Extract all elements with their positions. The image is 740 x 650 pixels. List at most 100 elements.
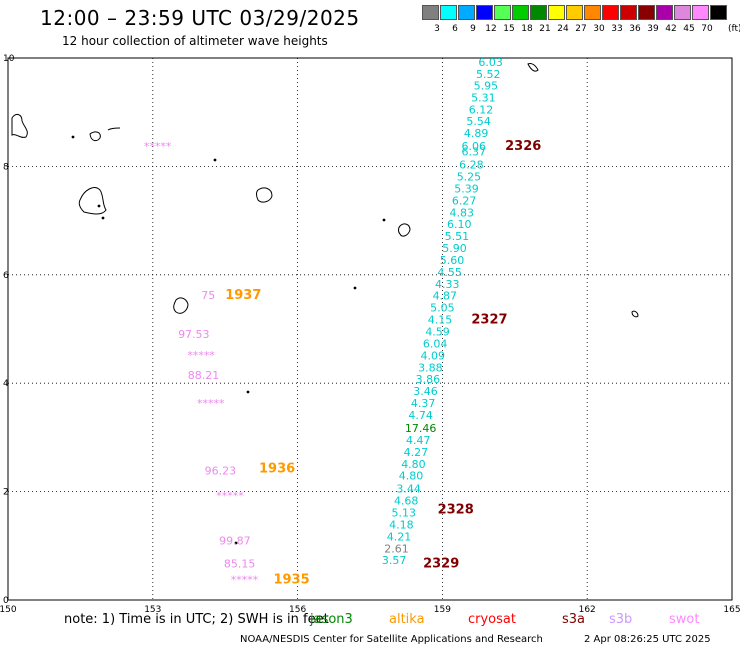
footer-note: note: 1) Time is in UTC; 2) SWH is in fe… bbox=[64, 612, 329, 627]
swot-wave-value: 97.53 bbox=[178, 328, 210, 341]
legend-swatch bbox=[530, 5, 547, 20]
swot-wave-value: ***** bbox=[216, 490, 244, 503]
wave-height-value: 3.57 bbox=[382, 554, 407, 567]
wave-height-value: 6.04 bbox=[423, 337, 448, 350]
islet-dot bbox=[101, 216, 105, 220]
wave-height-value: 6.03 bbox=[478, 56, 503, 69]
legend-swatch bbox=[674, 5, 691, 20]
legend-label: 42 bbox=[665, 24, 677, 34]
pass-number-label: 2328 bbox=[438, 502, 474, 517]
x-tick-label: 156 bbox=[289, 605, 306, 615]
legend-label: 30 bbox=[593, 24, 605, 34]
islet-dot bbox=[213, 158, 217, 162]
satellite-name-swot: swot bbox=[669, 612, 700, 627]
x-tick-label: 153 bbox=[144, 605, 161, 615]
islet-dot bbox=[246, 390, 250, 394]
swot-wave-value: 85.15 bbox=[224, 557, 256, 570]
credit-line: NOAA/NESDIS Center for Satellite Applica… bbox=[240, 634, 543, 645]
swot-wave-value: 75 bbox=[201, 289, 215, 302]
island-outline bbox=[78, 187, 107, 215]
satellite-name-cryosat: cryosat bbox=[468, 612, 516, 627]
island-outline bbox=[398, 223, 411, 237]
wave-height-value: 4.80 bbox=[401, 458, 426, 471]
wave-height-value: 6.12 bbox=[469, 103, 494, 116]
island-outline bbox=[527, 63, 539, 72]
y-tick-label: 4 bbox=[3, 379, 9, 389]
legend-swatch bbox=[620, 5, 637, 20]
wave-height-value: 6.06 bbox=[462, 140, 487, 153]
wave-height-value: 6.10 bbox=[447, 218, 472, 231]
wave-height-value: 5.31 bbox=[471, 91, 496, 104]
pass-number-label: 2327 bbox=[471, 313, 507, 328]
satellite-name-s3a: s3a bbox=[562, 612, 586, 627]
wave-height-value: 5.95 bbox=[474, 79, 499, 92]
legend-swatch bbox=[692, 5, 709, 20]
wave-height-value: 4.87 bbox=[433, 290, 458, 303]
wave-height-value: 4.47 bbox=[406, 434, 431, 447]
islet-dot bbox=[353, 286, 357, 290]
legend-label: 3 bbox=[434, 24, 440, 34]
wave-height-value: 4.83 bbox=[449, 206, 474, 219]
wave-height-value: 4.09 bbox=[420, 349, 445, 362]
swot-wave-value: ***** bbox=[231, 574, 259, 587]
swot-wave-value: 99.87 bbox=[219, 535, 251, 548]
wave-height-value: 4.80 bbox=[399, 470, 424, 483]
wave-height-value: 4.89 bbox=[464, 127, 489, 140]
y-tick-label: 10 bbox=[3, 54, 15, 64]
legend-label: 6 bbox=[452, 24, 458, 34]
legend-swatch bbox=[638, 5, 655, 20]
pass-number-label: 1937 bbox=[225, 288, 261, 303]
island-outline bbox=[256, 187, 273, 203]
x-tick-label: 150 bbox=[0, 605, 17, 615]
islet-dot bbox=[382, 218, 386, 222]
y-tick-label: 6 bbox=[3, 271, 9, 281]
wave-height-value: 6.37 bbox=[462, 146, 487, 159]
wave-height-value: 4.37 bbox=[411, 397, 436, 410]
wave-height-value: 3.44 bbox=[396, 483, 421, 496]
island-outline bbox=[107, 127, 121, 131]
wave-height-value: 4.55 bbox=[437, 266, 462, 279]
wave-height-value: 5.60 bbox=[440, 254, 465, 267]
wave-height-value: 4.21 bbox=[387, 530, 412, 543]
pass-number-label: 1935 bbox=[273, 573, 309, 588]
swot-wave-value: 88.21 bbox=[188, 369, 220, 382]
legend-swatch bbox=[602, 5, 619, 20]
wave-height-value: 4.15 bbox=[428, 314, 453, 327]
wave-height-value: 3.86 bbox=[416, 373, 441, 386]
swot-wave-value: ***** bbox=[144, 140, 172, 153]
legend-swatch bbox=[548, 5, 565, 20]
legend-swatch bbox=[584, 5, 601, 20]
legend-label: 33 bbox=[611, 24, 623, 34]
wave-height-value: 4.18 bbox=[389, 518, 414, 531]
legend-swatch bbox=[566, 5, 583, 20]
pass-number-label: 1936 bbox=[259, 462, 295, 477]
legend-swatch bbox=[512, 5, 529, 20]
legend-label: 36 bbox=[629, 24, 641, 34]
legend-swatch bbox=[422, 5, 439, 20]
wave-height-value: 3.88 bbox=[418, 361, 443, 374]
pass-number-label: 2329 bbox=[423, 556, 459, 571]
wave-height-value: 4.74 bbox=[408, 409, 433, 422]
legend-swatch bbox=[494, 5, 511, 20]
legend-swatch bbox=[440, 5, 457, 20]
island-outline bbox=[173, 297, 189, 314]
swot-wave-value: 96.23 bbox=[205, 464, 237, 477]
legend-label: 15 bbox=[503, 24, 515, 34]
wave-height-value: 6.27 bbox=[452, 194, 477, 207]
x-tick-label: 159 bbox=[434, 605, 451, 615]
satellite-name-s3b: s3b bbox=[609, 612, 633, 627]
legend-swatch bbox=[656, 5, 673, 20]
legend-swatch bbox=[458, 5, 475, 20]
wave-height-value: 4.27 bbox=[404, 446, 429, 459]
satellite-name-jason3: jason3 bbox=[310, 612, 353, 627]
satellite-name-altika: altika bbox=[389, 612, 425, 627]
legend-unit: (ft) bbox=[728, 24, 740, 34]
wave-height-value: 4.68 bbox=[394, 495, 419, 508]
wave-height-value: 5.90 bbox=[442, 242, 467, 255]
y-tick-label: 8 bbox=[3, 162, 9, 172]
wave-height-value: 5.25 bbox=[457, 170, 482, 183]
generation-timestamp: 2 Apr 08:26:25 UTC 2025 bbox=[584, 634, 711, 645]
wave-height-value: 6.28 bbox=[459, 159, 484, 172]
